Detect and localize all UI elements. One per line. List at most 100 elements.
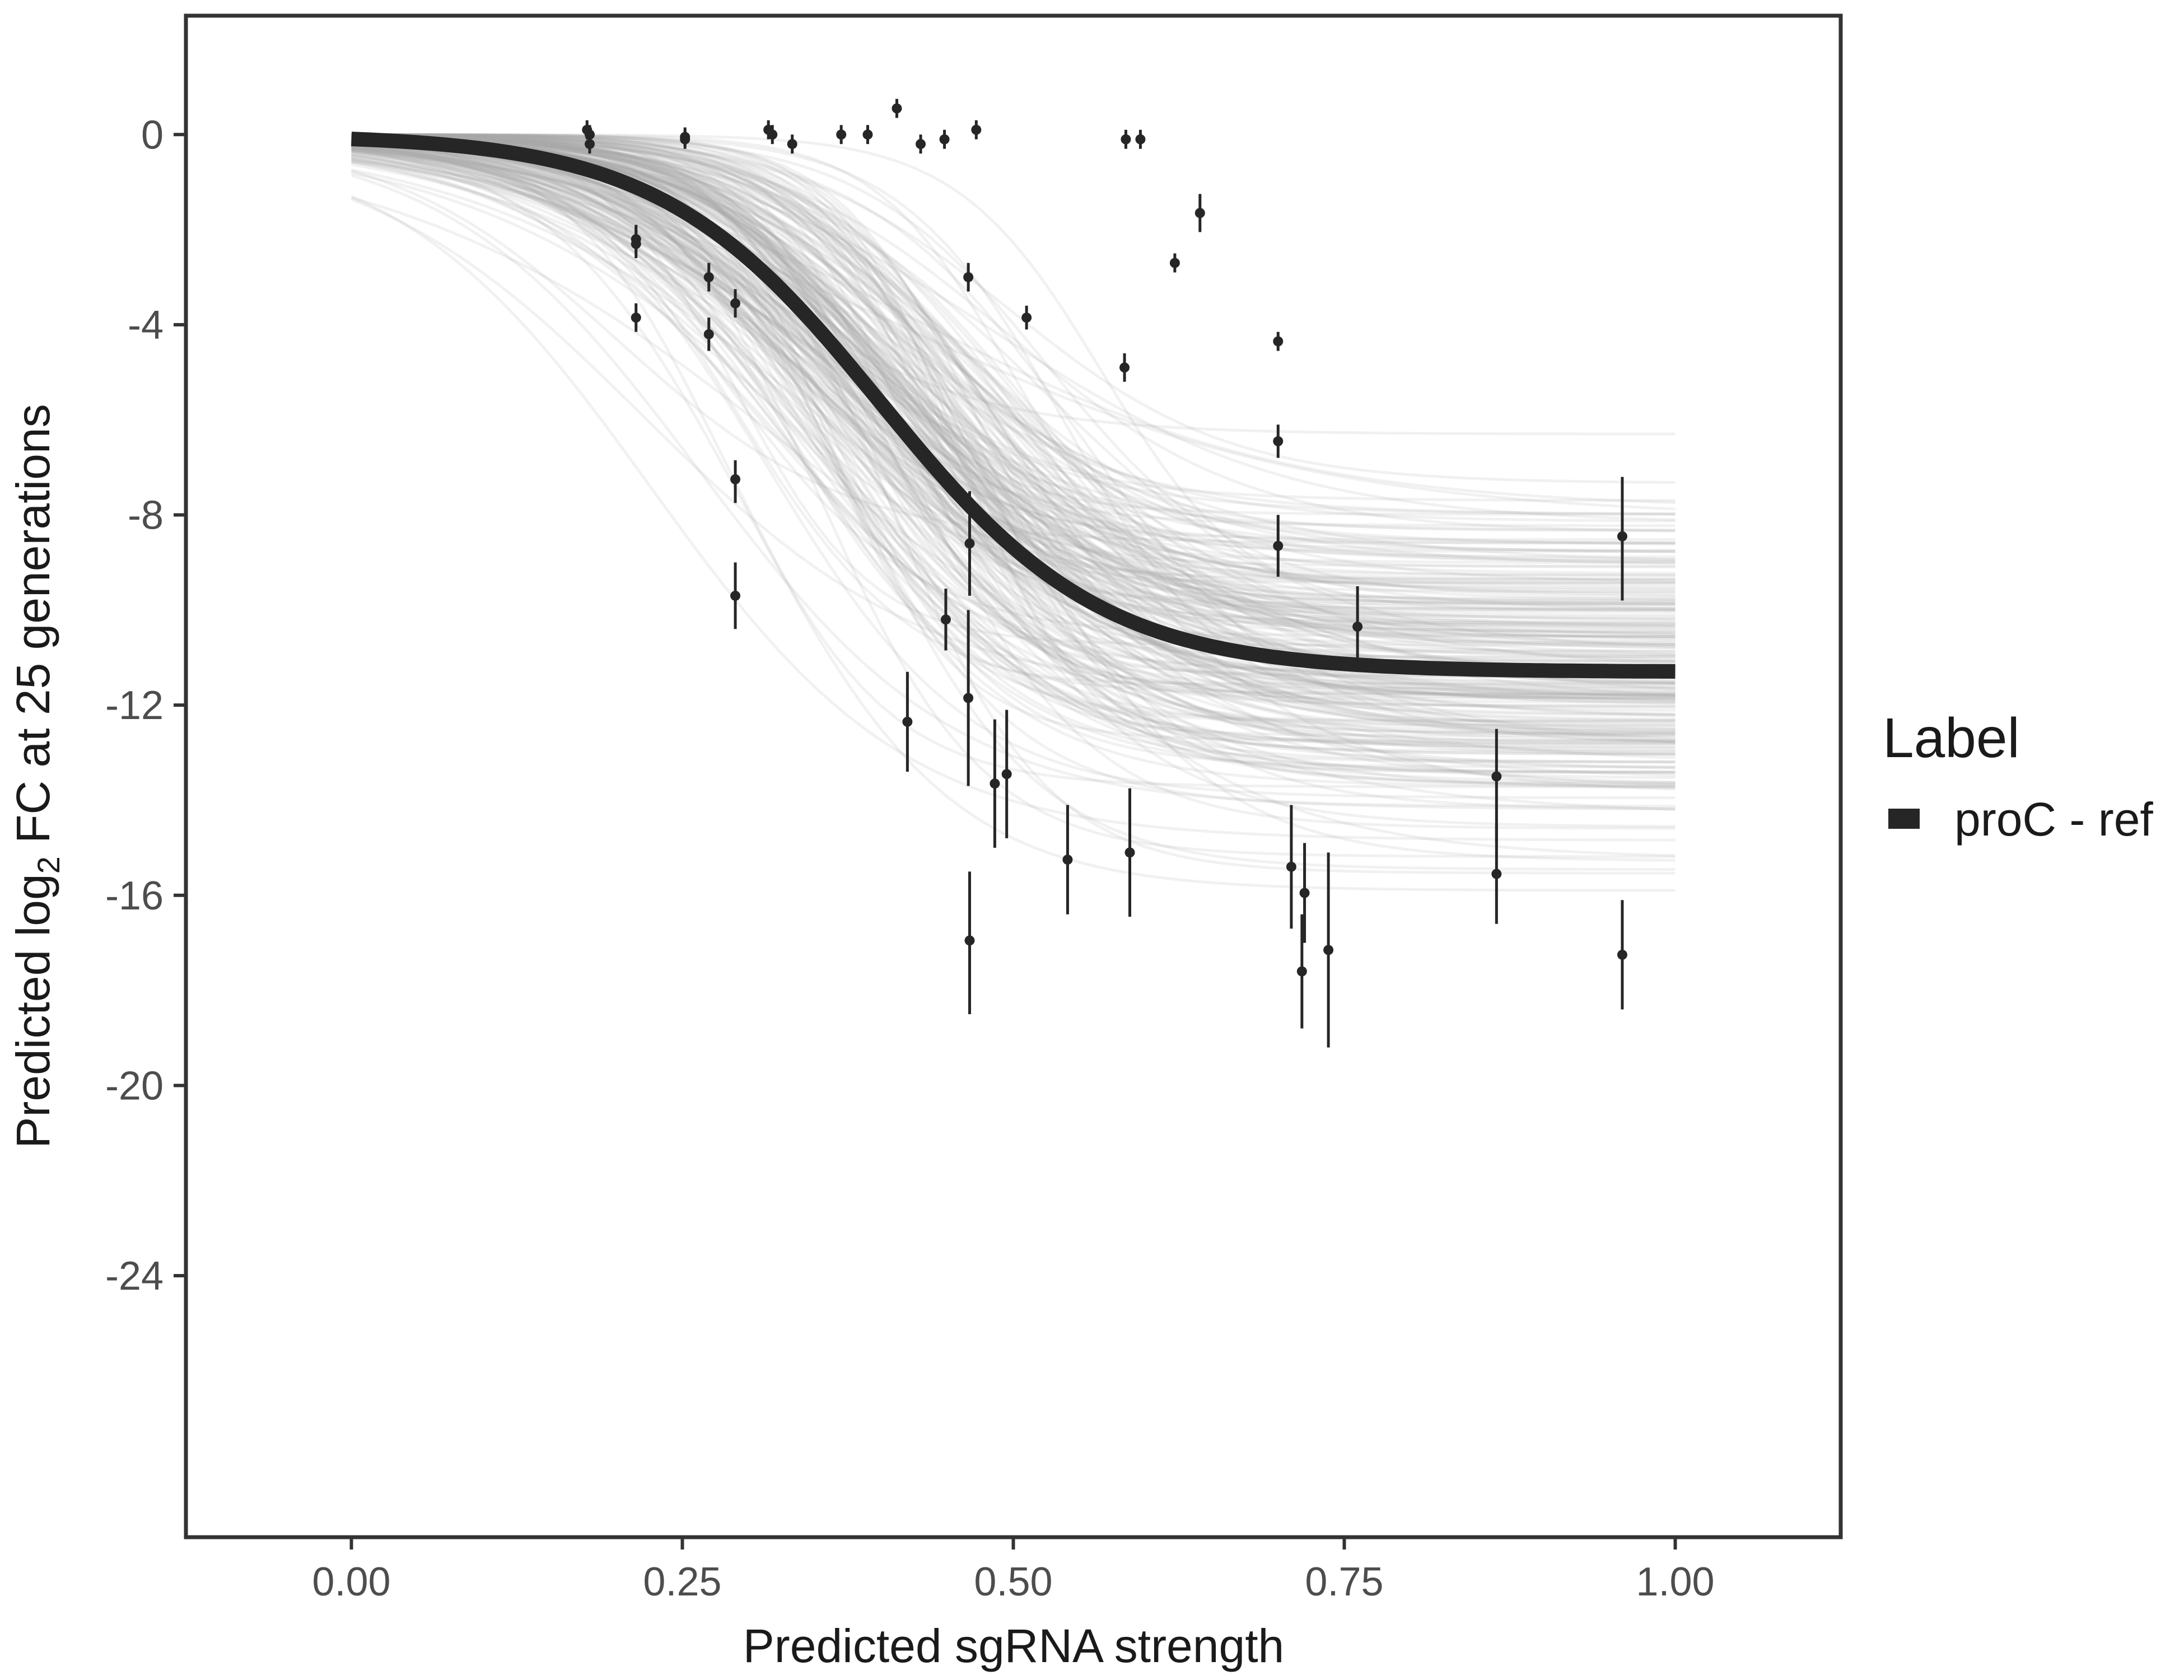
posterior-draw-line — [351, 150, 1676, 770]
data-point-47 — [1491, 824, 1502, 924]
posterior-draw-line — [351, 136, 1676, 828]
posterior-draw-line — [351, 136, 1676, 676]
posterior-draw-line — [351, 142, 1676, 563]
data-point-19 — [902, 671, 913, 772]
posterior-draw-line — [351, 133, 1676, 753]
point-marker — [1194, 208, 1205, 218]
posterior-draw-line — [351, 135, 1676, 663]
posterior-draw-line — [351, 138, 1676, 625]
data-point-23 — [963, 263, 974, 292]
posterior-draw-line — [351, 134, 1676, 875]
data-point-36 — [1169, 253, 1180, 273]
data-point-49 — [1617, 900, 1627, 1010]
posterior-draw-line — [351, 150, 1676, 780]
posterior-draw-line — [351, 133, 1676, 553]
data-point-8 — [703, 263, 714, 292]
data-point-14 — [767, 125, 778, 144]
posterior-draw-line — [351, 134, 1676, 700]
posterior-draw-line — [351, 140, 1676, 638]
posterior-draw-line — [351, 135, 1676, 791]
posterior-draw-line — [351, 136, 1676, 605]
point-marker — [730, 298, 741, 309]
point-marker — [787, 139, 797, 150]
posterior-draw-line — [351, 133, 1676, 685]
posterior-draw-line — [351, 198, 1676, 698]
posterior-draw-line — [351, 134, 1676, 746]
y-tick-label: 0 — [141, 113, 164, 157]
point-marker — [703, 272, 714, 282]
point-marker — [963, 272, 974, 282]
posterior-draw-line — [351, 134, 1676, 707]
posterior-draw-line — [351, 133, 1676, 626]
posterior-draw-line — [351, 137, 1676, 708]
posterior-draw-line — [351, 150, 1676, 788]
point-marker — [1286, 861, 1296, 872]
point-marker — [939, 134, 950, 144]
point-marker — [1273, 540, 1284, 551]
posterior-draw-line — [351, 144, 1676, 857]
posterior-draw-line — [351, 146, 1676, 642]
posterior-draw-line — [351, 158, 1676, 511]
posterior-draw-line — [351, 143, 1676, 800]
posterior-draw-line — [351, 134, 1676, 647]
data-points-layer — [582, 99, 1627, 1048]
data-point-37 — [1194, 194, 1205, 232]
posterior-draw-line — [351, 134, 1676, 533]
data-point-20 — [916, 134, 926, 154]
point-marker — [1121, 134, 1131, 144]
posterior-draw-line — [351, 157, 1676, 704]
posterior-draw-line — [351, 135, 1676, 544]
posterior-draw-line — [351, 141, 1676, 649]
posterior-draw-line — [351, 141, 1676, 436]
posterior-draw-line — [351, 135, 1676, 564]
data-point-27 — [971, 120, 982, 139]
data-point-5 — [631, 303, 641, 332]
posterior-draw-line — [351, 133, 1676, 742]
point-marker — [1119, 362, 1130, 373]
posterior-draw-line — [351, 146, 1676, 700]
data-point-45 — [1352, 586, 1363, 668]
posterior-draw-line — [351, 148, 1676, 892]
x-tick-label: 0.25 — [643, 1560, 721, 1604]
data-point-30 — [1021, 305, 1032, 330]
posterior-draw-line — [351, 134, 1676, 561]
point-marker — [1491, 771, 1502, 782]
data-point-42 — [1296, 914, 1307, 1029]
y-axis-title: Predicted log2 FC at 25 generations — [7, 404, 66, 1148]
posterior-draw-line — [351, 135, 1676, 704]
posterior-draw-line — [351, 139, 1676, 755]
posterior-draw-line — [351, 133, 1676, 735]
point-marker — [585, 129, 595, 140]
posterior-draw-line — [351, 146, 1676, 786]
posterior-draw-line — [351, 136, 1676, 588]
posterior-draw-line — [351, 134, 1676, 612]
posterior-draw-line — [351, 133, 1676, 600]
point-marker — [862, 129, 873, 140]
data-point-39 — [1273, 424, 1284, 458]
data-point-2 — [585, 125, 595, 144]
data-point-44 — [1323, 852, 1334, 1048]
posterior-draw-line — [351, 142, 1676, 580]
posterior-draw-line — [351, 137, 1676, 745]
posterior-draw-line — [351, 134, 1676, 568]
y-tick-label: -12 — [105, 683, 164, 728]
posterior-draw-line — [351, 134, 1676, 744]
posterior-draw-line — [351, 163, 1676, 641]
posterior-draw-line — [351, 134, 1676, 653]
posterior-draw-line — [351, 133, 1676, 773]
posterior-draw-line — [351, 135, 1676, 610]
posterior-draw-line — [351, 147, 1676, 697]
point-marker — [1491, 869, 1502, 879]
data-point-10 — [730, 289, 741, 318]
x-tick-label: 1.00 — [1636, 1560, 1714, 1604]
posterior-draw-line — [351, 134, 1676, 673]
y-tick-label: -20 — [105, 1063, 164, 1108]
posterior-draw-line — [351, 153, 1676, 697]
posterior-draw-line — [351, 133, 1676, 662]
posterior-draw-line — [351, 141, 1676, 531]
posterior-draw-line — [351, 147, 1676, 552]
posterior-draw-line — [351, 134, 1676, 563]
posterior-draw-line — [351, 136, 1676, 734]
posterior-draw-line — [351, 133, 1676, 659]
